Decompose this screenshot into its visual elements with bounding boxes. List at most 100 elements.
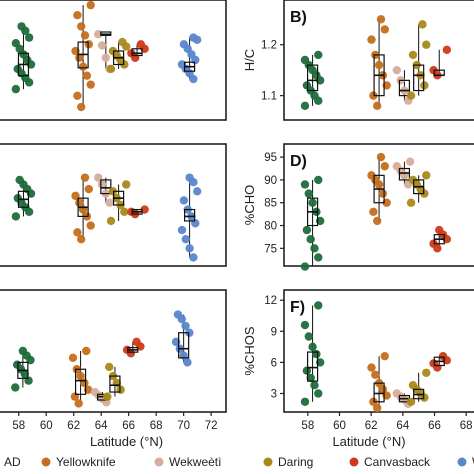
data-point: [367, 363, 376, 372]
y-tick-label: 9: [271, 326, 277, 338]
data-point: [18, 346, 28, 356]
panel-frame: [0, 289, 227, 413]
data-point: [70, 392, 80, 401]
group-daring: [406, 368, 431, 406]
data-point: [380, 162, 389, 171]
box: [184, 208, 196, 222]
data-point: [84, 40, 94, 49]
data-point: [106, 64, 116, 74]
group-yellowknife: [71, 0, 95, 112]
data-point: [108, 46, 118, 56]
data-point: [177, 225, 187, 235]
panel-4: 75 80 85 90 95 %CHO D): [242, 143, 474, 271]
y-tick-label: 1.2: [261, 40, 277, 52]
data-point: [105, 198, 114, 207]
group-ad: [300, 175, 325, 271]
data-point: [179, 40, 189, 49]
data-point: [306, 373, 315, 383]
group-canvasback: [122, 337, 145, 358]
data-point: [84, 184, 94, 194]
x-axis-label: Latitude (°N): [332, 434, 405, 449]
panel-1: [0, 0, 227, 121]
data-point: [406, 198, 416, 207]
data-point: [75, 198, 84, 207]
data-point: [179, 196, 189, 205]
data-point: [13, 64, 22, 74]
y-axis-label: H/C: [242, 49, 257, 71]
data-point: [13, 193, 22, 203]
x-tick-label: 68: [150, 420, 163, 432]
x-tick-label: 66: [122, 420, 135, 432]
y-tick-label: 75: [264, 243, 277, 255]
data-point: [408, 175, 418, 185]
data-point: [380, 351, 389, 361]
group-daring: [406, 171, 431, 207]
y-axis-label: %CHOS: [242, 326, 257, 375]
data-point: [189, 253, 198, 262]
box: [398, 167, 411, 181]
panel-6: 3 6 9 12 58 60 62 64 66 68 %CHOS Latitude (°N) F): [242, 289, 474, 449]
data-point: [183, 358, 192, 367]
x-tick-label: 60: [333, 420, 346, 432]
y-tick-label: 85: [264, 198, 277, 210]
group-ad: [11, 346, 35, 392]
panel-frame: [283, 143, 474, 267]
group-canvasback: [127, 40, 149, 62]
box: [109, 375, 121, 393]
data-point: [11, 212, 21, 221]
data-point: [302, 366, 312, 375]
data-point: [300, 397, 310, 406]
box: [413, 64, 425, 92]
x-tick-label: 64: [95, 420, 108, 432]
group-ad: [300, 301, 325, 406]
box: [373, 382, 385, 403]
group-daring: [103, 362, 125, 401]
group-canvasback: [429, 45, 452, 80]
data-point: [314, 389, 323, 398]
data-point: [372, 216, 382, 226]
group-ad: [11, 22, 36, 94]
panel-frame: [283, 289, 474, 413]
data-point: [392, 65, 402, 75]
legend-label: Daring: [278, 455, 313, 469]
x-tick-label: 62: [67, 420, 80, 432]
data-point: [405, 157, 415, 166]
legend-label: Wekweètì: [169, 455, 221, 469]
data-point: [11, 383, 20, 392]
legend-label: W: [472, 455, 474, 469]
data-point: [74, 399, 83, 408]
box: [306, 64, 319, 92]
group-canvasback: [429, 351, 452, 372]
data-point: [420, 81, 429, 90]
data-point: [76, 371, 85, 381]
x-tick-label: 66: [428, 420, 441, 432]
data-point: [408, 50, 418, 60]
data-point: [314, 301, 323, 310]
data-point: [86, 80, 95, 89]
data-point: [97, 180, 107, 189]
box: [178, 332, 190, 359]
data-point: [80, 173, 90, 182]
x-tick-label: 58: [301, 420, 314, 432]
data-point: [422, 171, 431, 180]
data-point: [369, 91, 378, 100]
data-point: [136, 40, 146, 49]
group-yellowknife: [367, 15, 391, 111]
data-point: [314, 175, 323, 185]
data-point: [435, 225, 444, 235]
x-tick-label: 62: [365, 420, 378, 432]
group-w: [177, 33, 202, 84]
data-point: [429, 65, 438, 75]
data-point: [181, 235, 190, 244]
data-point: [378, 385, 388, 394]
legend-marker: [349, 457, 359, 467]
data-point: [429, 239, 438, 248]
x-tick-label: 70: [177, 420, 190, 432]
data-point: [374, 60, 384, 70]
legend-marker: [154, 457, 164, 467]
group-daring: [106, 37, 131, 74]
y-tick-label: 1.1: [261, 91, 277, 103]
data-point: [314, 50, 323, 60]
data-point: [300, 262, 310, 271]
